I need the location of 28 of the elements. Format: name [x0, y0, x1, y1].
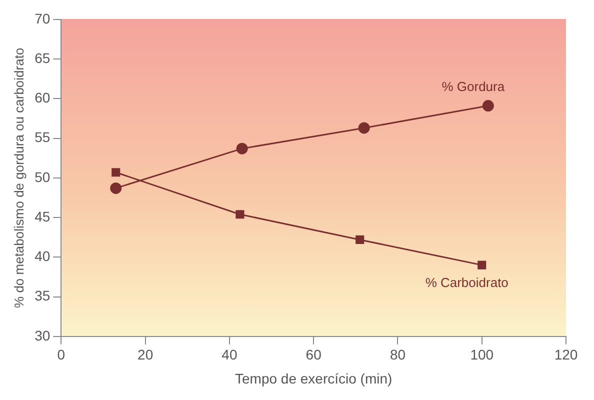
x-tick-label: 120 — [554, 346, 578, 363]
y-tick-label: 55 — [34, 129, 50, 146]
point — [236, 142, 248, 154]
point — [358, 122, 370, 134]
y-tick-label: 30 — [34, 327, 50, 344]
y-tick-label: 60 — [34, 90, 50, 106]
point — [356, 235, 364, 244]
y-tick-label: 40 — [34, 248, 50, 264]
y-axis-title: % do metabolismo de gordura ou carboidrato — [11, 48, 26, 308]
series-label: % Gordura — [442, 78, 506, 94]
y-tick-label: 45 — [34, 208, 50, 224]
y-tick-label: 35 — [34, 288, 50, 304]
x-tick-label: 60 — [306, 346, 322, 363]
point — [482, 100, 494, 112]
x-tick-label: 80 — [390, 346, 406, 363]
point — [112, 168, 120, 177]
y-tick-label: 50 — [34, 168, 50, 185]
x-tick-label: 0 — [57, 346, 66, 363]
y-tick-label: 65 — [34, 50, 50, 66]
series-label: % Carboidrato — [425, 275, 508, 290]
x-tick-label: 40 — [222, 346, 238, 363]
x-tick-label: 20 — [138, 346, 154, 363]
point — [236, 210, 244, 219]
x-axis-title: Tempo de exercício (min) — [235, 370, 392, 386]
x-tick-label: 100 — [470, 346, 494, 363]
y-tick-label: 70 — [34, 10, 50, 26]
point — [110, 182, 122, 194]
point — [478, 260, 486, 270]
